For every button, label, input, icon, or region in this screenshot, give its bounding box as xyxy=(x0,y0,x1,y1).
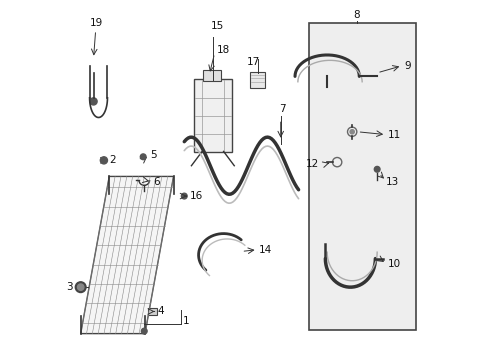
Polygon shape xyxy=(81,176,173,334)
Text: 5: 5 xyxy=(150,150,157,160)
Text: 18: 18 xyxy=(217,45,230,55)
Circle shape xyxy=(374,166,380,172)
Text: 8: 8 xyxy=(353,10,360,19)
FancyBboxPatch shape xyxy=(203,70,220,81)
Circle shape xyxy=(77,284,84,291)
Text: 4: 4 xyxy=(157,306,164,316)
Text: 16: 16 xyxy=(190,191,203,201)
Text: 14: 14 xyxy=(259,245,272,255)
FancyBboxPatch shape xyxy=(194,79,232,153)
Circle shape xyxy=(350,130,354,134)
Circle shape xyxy=(75,282,86,293)
Text: 12: 12 xyxy=(306,159,319,169)
FancyBboxPatch shape xyxy=(309,23,416,330)
Text: 13: 13 xyxy=(386,177,399,187)
Text: 9: 9 xyxy=(404,61,411,71)
Text: 17: 17 xyxy=(247,57,260,67)
Text: 2: 2 xyxy=(109,156,116,165)
Circle shape xyxy=(100,157,107,164)
Text: 10: 10 xyxy=(388,259,401,269)
Text: 15: 15 xyxy=(211,21,224,31)
Circle shape xyxy=(181,193,187,199)
Text: 19: 19 xyxy=(90,18,103,28)
FancyBboxPatch shape xyxy=(249,72,266,88)
Circle shape xyxy=(140,154,146,159)
Text: 1: 1 xyxy=(182,316,189,326)
Text: 7: 7 xyxy=(279,104,286,113)
Text: 6: 6 xyxy=(153,177,160,187)
Text: 3: 3 xyxy=(66,282,73,292)
Text: 11: 11 xyxy=(388,130,401,140)
Circle shape xyxy=(142,328,147,334)
Circle shape xyxy=(90,98,97,105)
FancyBboxPatch shape xyxy=(148,308,157,315)
